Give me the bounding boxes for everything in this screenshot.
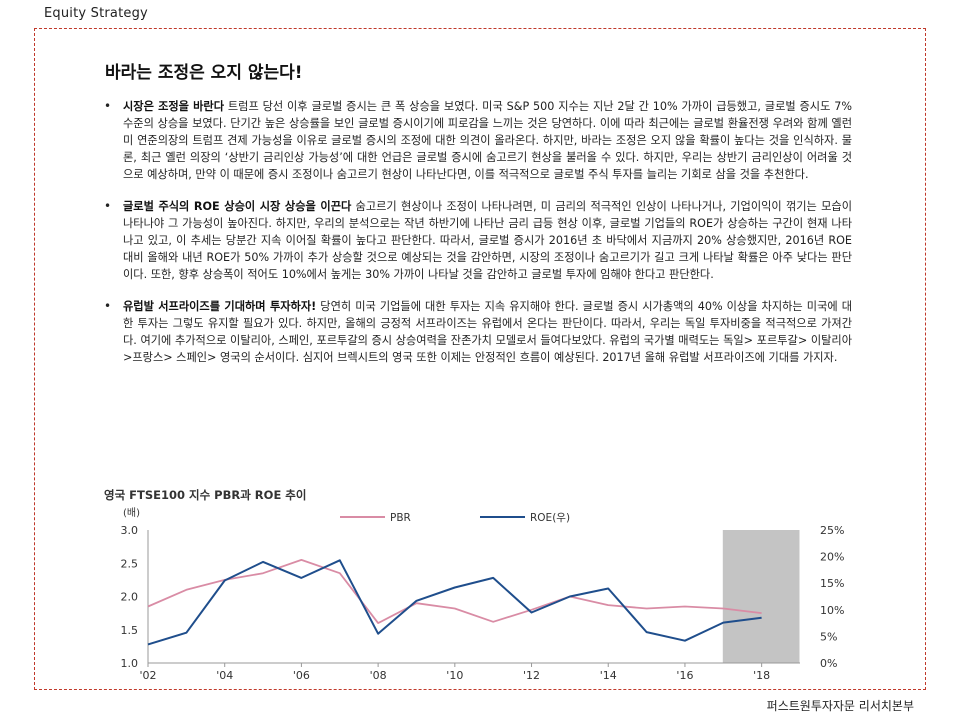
bullet-item: • 글로벌 주식의 ROE 상승이 시장 상승을 이끈다 숨고르기 현상이나 조… — [104, 198, 852, 283]
chart-title: 영국 FTSE100 지수 PBR과 ROE 추이 — [104, 488, 307, 502]
chart-svg: 1.0 1.5 2.0 2.5 3.0 (배) 0% 5% 10% 15% 20% 25% '02 '04… — [121, 507, 845, 682]
bullet-list: • 시장은 조정을 바란다 트럼프 당선 이후 글로벌 증시는 큰 폭 상승을 … — [104, 98, 852, 381]
series-line-pbr — [147, 559, 762, 624]
y-left-unit-label: (배) — [123, 507, 140, 519]
y-right-tick-label: 15% — [820, 577, 844, 590]
bullet-lead: 시장은 조정을 바란다 — [123, 100, 225, 113]
x-tick-label: '18 — [753, 669, 770, 682]
legend-label: PBR — [390, 512, 411, 524]
x-tick-label: '02 — [139, 669, 156, 682]
y-right-tick-label: 5% — [820, 630, 837, 643]
page-frame — [34, 28, 926, 690]
chart-container: 1.0 1.5 2.0 2.5 3.0 (배) 0% 5% 10% 15% 20% 25% '02 '04… — [100, 500, 860, 686]
forecast-shaded-region — [722, 530, 800, 663]
bullet-dot-icon: • — [104, 199, 112, 213]
x-tick-label: '08 — [370, 669, 387, 682]
x-tick-label: '16 — [676, 669, 693, 682]
y-right-tick-label: 0% — [820, 657, 837, 670]
y-right-tick-label: 25% — [820, 524, 844, 537]
y-right-tick-label: 20% — [820, 551, 844, 564]
y-left-tick-label: 3.0 — [121, 524, 139, 537]
bullet-text: 숨고르기 현상이나 조정이 나타나려면, 미 금리의 적극적인 인상이 나타나거… — [123, 200, 852, 281]
bullet-text: 트럼프 당선 이후 글로벌 증시는 큰 폭 상승을 보였다. 미국 S&P 50… — [123, 100, 852, 181]
bullet-item: • 시장은 조정을 바란다 트럼프 당선 이후 글로벌 증시는 큰 폭 상승을 … — [104, 98, 852, 183]
x-tick-label: '14 — [600, 669, 617, 682]
bullet-item: • 유럽발 서프라이즈를 기대하며 투자하자! 당연히 미국 기업들에 대한 투… — [104, 298, 852, 366]
y-left-tick-label: 2.0 — [121, 591, 139, 604]
section-label: Equity Strategy — [44, 6, 148, 21]
document-title: 바라는 조정은 오지 않는다! — [105, 63, 303, 83]
x-tick-label: '12 — [523, 669, 540, 682]
bullet-lead: 글로벌 주식의 ROE 상승이 시장 상승을 이끈다 — [123, 200, 352, 213]
bullet-text: 당연히 미국 기업들에 대한 투자는 지속 유지해야 한다. 글로벌 증시 시가… — [123, 300, 852, 364]
y-right-tick-label: 10% — [820, 604, 844, 617]
y-left-tick-label: 2.5 — [121, 557, 139, 570]
legend-label: ROE(우) — [530, 512, 570, 524]
x-tick-label: '10 — [446, 669, 463, 682]
bullet-lead: 유럽발 서프라이즈를 기대하며 투자하자! — [123, 300, 317, 313]
footer-label: 퍼스트원투자자문 리서치본부 — [766, 699, 914, 713]
x-tick-label: '06 — [293, 669, 310, 682]
y-left-tick-label: 1.5 — [121, 624, 139, 637]
bullet-dot-icon: • — [104, 99, 112, 113]
series-line-roe — [147, 559, 762, 646]
bullet-dot-icon: • — [104, 299, 112, 313]
y-left-tick-label: 1.0 — [121, 657, 139, 670]
x-tick-label: '04 — [216, 669, 233, 682]
